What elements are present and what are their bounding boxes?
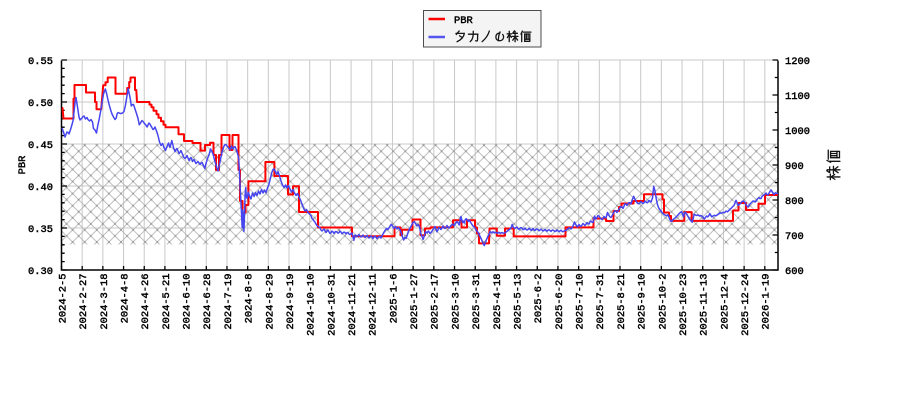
svg-text:2025-5-13: 2025-5-13: [512, 274, 524, 330]
svg-text:2024-12-11: 2024-12-11: [368, 274, 380, 336]
svg-text:2024-2-27: 2024-2-27: [78, 274, 90, 330]
svg-text:2024-4-26: 2024-4-26: [140, 274, 152, 330]
svg-text:2024-10-10: 2024-10-10: [306, 274, 318, 336]
svg-text:2024-11-21: 2024-11-21: [347, 274, 359, 336]
svg-text:0.35: 0.35: [28, 224, 53, 236]
svg-text:2025-9-10: 2025-9-10: [637, 274, 649, 330]
svg-text:2025-6-2: 2025-6-2: [533, 274, 545, 324]
svg-text:2025-10-2: 2025-10-2: [657, 274, 669, 330]
svg-text:2024-7-19: 2024-7-19: [223, 274, 235, 330]
svg-text:2024-4-8: 2024-4-8: [119, 274, 131, 324]
svg-text:0.50: 0.50: [28, 98, 53, 110]
svg-text:2024-6-10: 2024-6-10: [182, 274, 194, 330]
svg-text:2024-5-21: 2024-5-21: [161, 274, 173, 330]
svg-text:PBR: PBR: [17, 156, 29, 175]
svg-text:1200: 1200: [785, 56, 810, 68]
svg-text:0.40: 0.40: [28, 182, 53, 194]
svg-text:2024-3-18: 2024-3-18: [99, 274, 111, 330]
svg-text:0.30: 0.30: [28, 266, 53, 278]
svg-text:2024-9-19: 2024-9-19: [285, 274, 297, 330]
svg-text:2025-8-21: 2025-8-21: [616, 274, 628, 330]
svg-text:2025-7-10: 2025-7-10: [575, 274, 587, 330]
svg-text:2024-10-31: 2024-10-31: [326, 274, 338, 336]
svg-text:2025-2-17: 2025-2-17: [430, 274, 442, 330]
svg-text:0.45: 0.45: [28, 140, 53, 152]
svg-text:2024-6-28: 2024-6-28: [202, 274, 214, 330]
svg-text:2025-3-31: 2025-3-31: [471, 274, 483, 330]
svg-text:900: 900: [785, 161, 804, 173]
svg-text:2024-2-5: 2024-2-5: [57, 274, 69, 324]
svg-text:0.55: 0.55: [28, 56, 53, 68]
svg-text:600: 600: [785, 266, 804, 278]
svg-text:2024-8-8: 2024-8-8: [244, 274, 256, 324]
svg-text:2025-10-23: 2025-10-23: [678, 274, 690, 336]
svg-text:800: 800: [785, 196, 804, 208]
svg-text:1000: 1000: [785, 126, 810, 138]
svg-text:2025-4-18: 2025-4-18: [492, 274, 504, 330]
svg-text:2024-8-29: 2024-8-29: [264, 274, 276, 330]
svg-text:2025-1-6: 2025-1-6: [388, 274, 400, 324]
svg-text:2025-6-20: 2025-6-20: [554, 274, 566, 330]
svg-text:2025-1-27: 2025-1-27: [409, 274, 421, 330]
svg-text:1100: 1100: [785, 91, 810, 103]
svg-text:700: 700: [785, 231, 804, 243]
svg-text:2025-11-13: 2025-11-13: [699, 274, 711, 336]
svg-text:2025-12-4: 2025-12-4: [719, 274, 731, 330]
svg-text:2025-3-10: 2025-3-10: [450, 274, 462, 330]
svg-text:2026-1-19: 2026-1-19: [761, 274, 773, 330]
svg-text:PBR: PBR: [454, 15, 473, 27]
svg-text:2025-7-31: 2025-7-31: [595, 274, 607, 330]
svg-text:2025-12-24: 2025-12-24: [740, 274, 752, 336]
